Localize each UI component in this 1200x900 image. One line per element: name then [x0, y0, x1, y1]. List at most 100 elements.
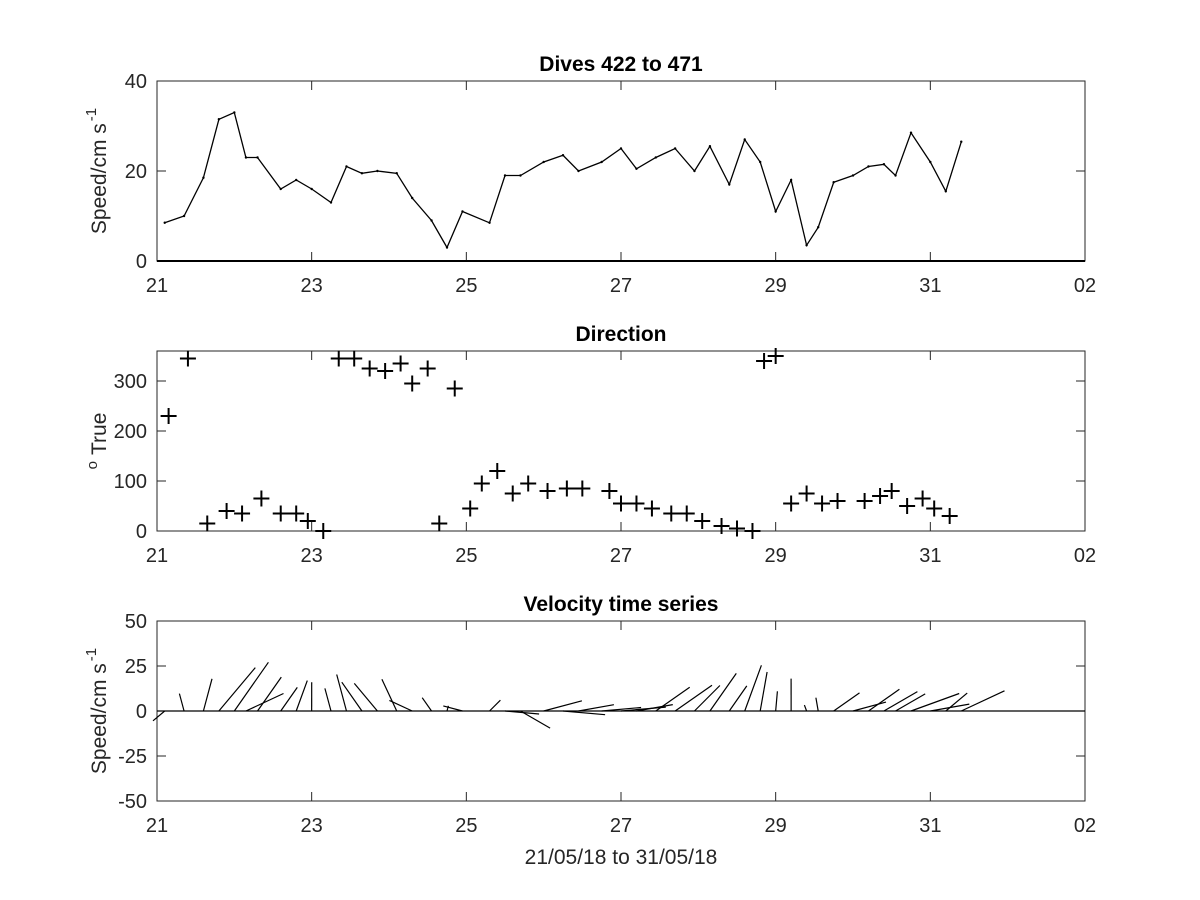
direction-panel: 21 23 25 27 29 31 02 0 100 200 300 Direction o True — [84, 323, 1096, 567]
speed-data-point — [202, 176, 205, 179]
direction-y-tick-label: 300 — [114, 371, 147, 393]
direction-plus-marker — [729, 520, 745, 537]
velocity-stick — [655, 686, 691, 712]
speed-data-point — [217, 118, 221, 121]
speed-x-tick-label: 21 — [146, 275, 168, 297]
velocity-y-tick-label: 50 — [125, 611, 147, 633]
speed-data-point — [376, 169, 379, 173]
direction-plus-marker — [446, 380, 463, 397]
speed-data-point — [789, 178, 793, 182]
velocity-stick — [694, 685, 721, 712]
velocity-stick — [341, 681, 363, 712]
speed-y-label-exponent: -1 — [83, 108, 100, 121]
speed-y-tick-label: 40 — [125, 71, 147, 93]
direction-plus-marker — [504, 485, 521, 502]
direction-plus-marker — [663, 505, 680, 522]
speed-data-point — [430, 219, 433, 222]
direction-x-tick-label: 02 — [1074, 545, 1096, 567]
velocity-stick — [744, 665, 762, 712]
direction-x-tick-label: 25 — [455, 545, 477, 567]
direction-plus-marker — [756, 353, 773, 369]
speed-data-point — [542, 160, 545, 164]
speed-data-point — [909, 131, 913, 134]
velocity-x-tick-label: 29 — [765, 815, 787, 837]
direction-y-label-text: True — [88, 413, 111, 455]
speed-data-point — [445, 246, 449, 249]
velocity-stick — [381, 678, 398, 712]
velocity-y-label-text: Speed/cm s — [88, 663, 111, 774]
direction-plus-marker — [613, 495, 629, 512]
direction-y-tick-label: 100 — [114, 471, 147, 493]
direction-plus-marker — [234, 505, 251, 522]
velocity-stick — [389, 699, 413, 712]
velocity-stick — [895, 693, 926, 712]
speed-data-point — [929, 160, 932, 164]
direction-plus-marker — [941, 508, 958, 524]
direction-plus-marker — [392, 355, 409, 372]
speed-data-point — [488, 221, 491, 224]
velocity-stick — [421, 697, 433, 712]
speed-data-point — [345, 165, 348, 168]
velocity-x-tick-label: 21 — [146, 815, 168, 837]
velocity-x-axis-label: 21/05/18 to 31/05/18 — [525, 846, 718, 869]
velocity-stick — [709, 673, 737, 712]
speed-data-point — [944, 190, 947, 193]
speed-data-point — [635, 167, 638, 170]
speed-series-line — [164, 111, 962, 249]
velocity-x-tick-label: 02 — [1074, 815, 1096, 837]
speed-x-tick-label: 02 — [1074, 275, 1096, 297]
speed-y-tick-label: 20 — [125, 161, 147, 183]
speed-data-point — [600, 160, 603, 164]
velocity-stick — [803, 704, 808, 712]
direction-plus-marker — [346, 350, 363, 367]
speed-data-point — [960, 140, 963, 143]
speed-data-point — [708, 145, 712, 148]
velocity-stick — [489, 699, 501, 712]
direction-plus-marker — [218, 503, 235, 519]
direction-plus-marker — [926, 500, 943, 517]
direction-plus-marker — [199, 515, 216, 532]
velocity-stick — [233, 661, 269, 712]
velocity-stick — [336, 674, 348, 712]
speed-data-point — [673, 147, 677, 150]
velocity-panel: 21 23 25 27 29 31 02 -50 -25 0 25 50 Velocity time s… — [83, 593, 1096, 869]
direction-plus-marker — [783, 495, 800, 512]
direction-plus-marker — [601, 483, 618, 499]
direction-plus-marker — [377, 363, 394, 379]
speed-data-point — [461, 210, 464, 213]
velocity-x-tick-label: 25 — [455, 815, 477, 837]
speed-data-point — [561, 154, 565, 157]
speed-data-point — [310, 187, 313, 191]
velocity-stick — [353, 683, 378, 712]
speed-data-point — [894, 174, 897, 177]
speed-data-point — [395, 172, 398, 175]
direction-plus-marker — [473, 475, 490, 492]
direction-plus-marker — [829, 493, 846, 509]
direction-y-axis-label: o True — [84, 413, 111, 470]
direction-plus-marker — [272, 505, 289, 522]
direction-plus-marker — [574, 480, 591, 497]
direction-plus-marker — [558, 480, 575, 497]
speed-data-point — [279, 187, 282, 191]
direction-y-tick-label: 200 — [114, 421, 147, 443]
direction-plus-marker — [814, 495, 831, 512]
velocity-stick — [674, 684, 713, 712]
velocity-stick — [245, 692, 284, 712]
velocity-stick — [759, 671, 768, 712]
speed-y-axis-label: Speed/cm s -1 — [83, 108, 111, 234]
direction-plus-marker — [767, 348, 784, 364]
velocity-x-tick-label: 31 — [919, 815, 941, 837]
speed-data-point — [693, 169, 696, 173]
direction-plus-marker — [253, 490, 270, 507]
speed-data-point — [832, 181, 835, 184]
speed-data-point — [503, 174, 507, 177]
velocity-y-tick-label: -50 — [118, 791, 147, 813]
direction-plus-marker — [361, 360, 378, 377]
velocity-stick — [775, 691, 778, 712]
velocity-stick — [324, 688, 332, 712]
direction-plus-marker — [643, 500, 660, 517]
velocity-title: Velocity time series — [524, 593, 719, 616]
velocity-stick — [152, 710, 166, 722]
velocity-stick — [728, 685, 748, 712]
speed-data-point — [244, 156, 248, 159]
